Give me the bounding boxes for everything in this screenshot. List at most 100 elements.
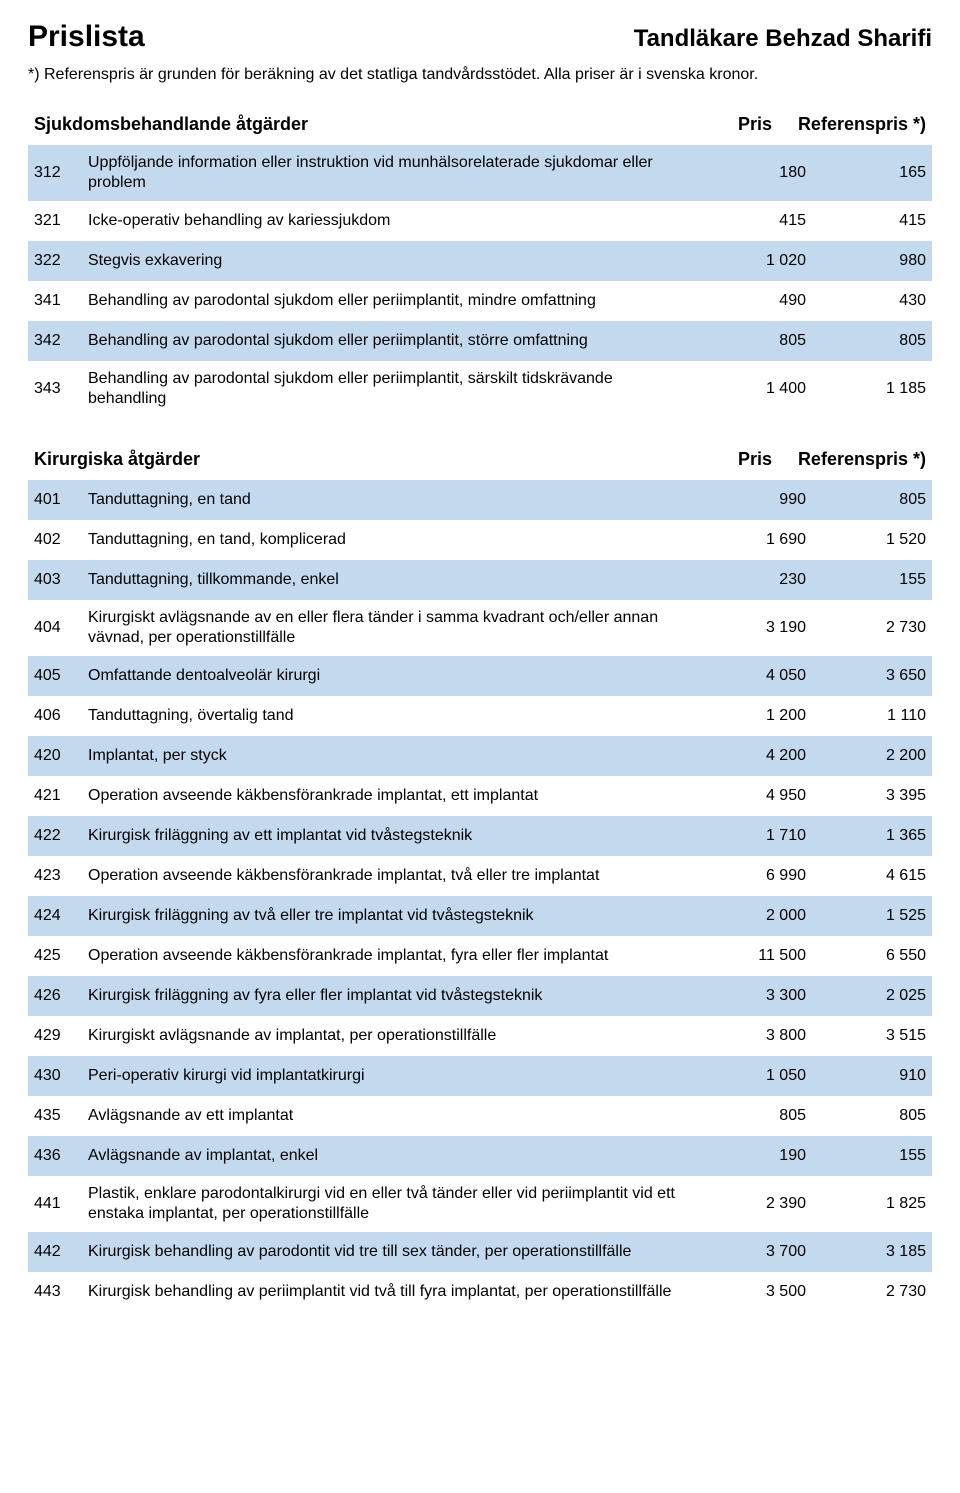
row-description: Tanduttagning, övertalig tand xyxy=(88,706,686,726)
row-description: Behandling av parodontal sjukdom eller p… xyxy=(88,331,686,351)
row-code: 423 xyxy=(34,867,88,885)
row-code: 404 xyxy=(34,619,88,637)
row-code: 342 xyxy=(34,332,88,350)
row-code: 441 xyxy=(34,1195,88,1213)
row-description: Uppföljande information eller instruktio… xyxy=(88,153,686,193)
reference-note: *) Referenspris är grunden för beräkning… xyxy=(28,66,932,84)
row-code: 403 xyxy=(34,571,88,589)
row-refprice: 2 025 xyxy=(806,987,926,1005)
table-row: 404Kirurgiskt avlägsnande av en eller fl… xyxy=(28,600,932,656)
row-refprice: 6 550 xyxy=(806,947,926,965)
row-price: 2 390 xyxy=(686,1195,806,1213)
row-description: Behandling av parodontal sjukdom eller p… xyxy=(88,291,686,311)
table-row: 426Kirurgisk friläggning av fyra eller f… xyxy=(28,976,932,1016)
row-refprice: 805 xyxy=(806,332,926,350)
table-row: 436Avlägsnande av implantat, enkel190155 xyxy=(28,1136,932,1176)
row-code: 405 xyxy=(34,667,88,685)
row-description: Behandling av parodontal sjukdom eller p… xyxy=(88,369,686,409)
row-price: 990 xyxy=(686,491,806,509)
row-refprice: 4 615 xyxy=(806,867,926,885)
row-refprice: 165 xyxy=(806,164,926,182)
row-price: 805 xyxy=(686,1107,806,1125)
row-description: Tanduttagning, tillkommande, enkel xyxy=(88,570,686,590)
row-code: 341 xyxy=(34,292,88,310)
row-description: Stegvis exkavering xyxy=(88,251,686,271)
row-price: 1 690 xyxy=(686,531,806,549)
row-refprice: 155 xyxy=(806,1147,926,1165)
table-row: 401Tanduttagning, en tand990805 xyxy=(28,480,932,520)
row-refprice: 1 520 xyxy=(806,531,926,549)
row-description: Kirurgisk friläggning av fyra eller fler… xyxy=(88,986,686,1006)
table-row: 422Kirurgisk friläggning av ett implanta… xyxy=(28,816,932,856)
row-refprice: 2 730 xyxy=(806,1283,926,1301)
row-code: 343 xyxy=(34,380,88,398)
row-code: 321 xyxy=(34,212,88,230)
table-row: 435Avlägsnande av ett implantat805805 xyxy=(28,1096,932,1136)
table-row: 423Operation avseende käkbensförankrade … xyxy=(28,856,932,896)
row-code: 424 xyxy=(34,907,88,925)
row-code: 442 xyxy=(34,1243,88,1261)
table-row: 421Operation avseende käkbensförankrade … xyxy=(28,776,932,816)
row-code: 425 xyxy=(34,947,88,965)
row-code: 422 xyxy=(34,827,88,845)
table-row: 321Icke-operativ behandling av kariessju… xyxy=(28,201,932,241)
row-refprice: 1 525 xyxy=(806,907,926,925)
row-price: 490 xyxy=(686,292,806,310)
provider-name: Tandläkare Behzad Sharifi xyxy=(634,25,932,53)
row-code: 430 xyxy=(34,1067,88,1085)
row-refprice: 1 825 xyxy=(806,1195,926,1213)
row-code: 435 xyxy=(34,1107,88,1125)
table-row: 429Kirurgiskt avlägsnande av implantat, … xyxy=(28,1016,932,1056)
row-description: Tanduttagning, en tand xyxy=(88,490,686,510)
row-refprice: 2 200 xyxy=(806,747,926,765)
row-code: 429 xyxy=(34,1027,88,1045)
row-price: 3 800 xyxy=(686,1027,806,1045)
page-title: Prislista xyxy=(28,20,145,54)
row-description: Kirurgisk behandling av periimplantit vi… xyxy=(88,1282,686,1302)
row-price: 4 950 xyxy=(686,787,806,805)
row-price: 11 500 xyxy=(686,947,806,965)
table-row: 322Stegvis exkavering1 020980 xyxy=(28,241,932,281)
section-header: Kirurgiska åtgärderPrisReferenspris *) xyxy=(28,443,932,480)
row-price: 3 300 xyxy=(686,987,806,1005)
row-price: 1 050 xyxy=(686,1067,806,1085)
table-row: 420Implantat, per styck4 2002 200 xyxy=(28,736,932,776)
row-price: 2 000 xyxy=(686,907,806,925)
row-code: 406 xyxy=(34,707,88,725)
row-price: 3 190 xyxy=(686,619,806,637)
section-title: Kirurgiska åtgärder xyxy=(28,449,692,470)
row-price: 6 990 xyxy=(686,867,806,885)
row-refprice: 3 650 xyxy=(806,667,926,685)
row-refprice: 3 395 xyxy=(806,787,926,805)
row-price: 4 200 xyxy=(686,747,806,765)
column-header-ref: Referenspris *) xyxy=(772,449,932,470)
section-header: Sjukdomsbehandlande åtgärderPrisReferens… xyxy=(28,108,932,145)
row-refprice: 430 xyxy=(806,292,926,310)
column-header-price: Pris xyxy=(692,449,772,470)
row-description: Omfattande dentoalveolär kirurgi xyxy=(88,666,686,686)
table-row: 343Behandling av parodontal sjukdom elle… xyxy=(28,361,932,417)
column-header-ref: Referenspris *) xyxy=(772,114,932,135)
table-row: 424Kirurgisk friläggning av två eller tr… xyxy=(28,896,932,936)
row-description: Kirurgisk behandling av parodontit vid t… xyxy=(88,1242,686,1262)
row-code: 436 xyxy=(34,1147,88,1165)
row-refprice: 415 xyxy=(806,212,926,230)
table-row: 312Uppföljande information eller instruk… xyxy=(28,145,932,201)
row-price: 805 xyxy=(686,332,806,350)
row-price: 180 xyxy=(686,164,806,182)
row-code: 426 xyxy=(34,987,88,1005)
row-description: Kirurgiskt avlägsnande av en eller flera… xyxy=(88,608,686,648)
table-row: 403Tanduttagning, tillkommande, enkel230… xyxy=(28,560,932,600)
row-price: 230 xyxy=(686,571,806,589)
row-code: 402 xyxy=(34,531,88,549)
row-refprice: 155 xyxy=(806,571,926,589)
row-refprice: 3 515 xyxy=(806,1027,926,1045)
row-description: Operation avseende käkbensförankrade imp… xyxy=(88,866,686,886)
row-description: Operation avseende käkbensförankrade imp… xyxy=(88,946,686,966)
row-refprice: 2 730 xyxy=(806,619,926,637)
row-description: Peri-operativ kirurgi vid implantatkirur… xyxy=(88,1066,686,1086)
price-section: Sjukdomsbehandlande åtgärderPrisReferens… xyxy=(28,108,932,417)
table-row: 442Kirurgisk behandling av parodontit vi… xyxy=(28,1232,932,1272)
row-price: 1 200 xyxy=(686,707,806,725)
page-header: Prislista Tandläkare Behzad Sharifi xyxy=(28,20,932,54)
